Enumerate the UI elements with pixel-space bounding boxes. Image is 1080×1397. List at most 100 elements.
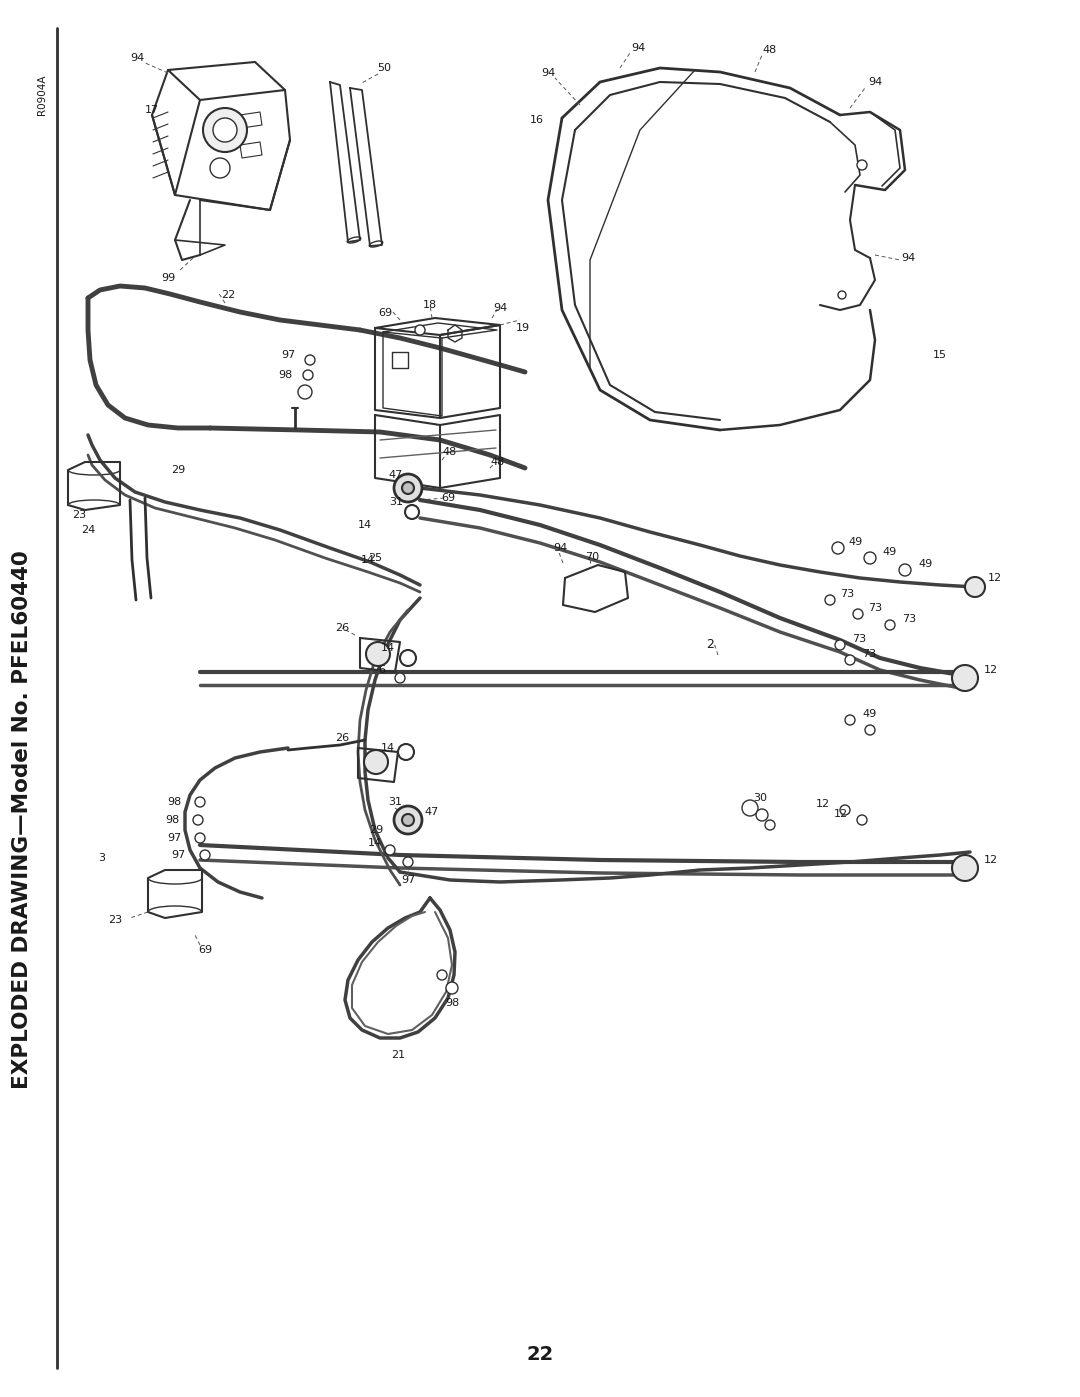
Text: 23: 23 — [72, 510, 86, 520]
Text: 47: 47 — [389, 469, 403, 481]
Text: 73: 73 — [840, 590, 854, 599]
Circle shape — [765, 820, 775, 830]
Text: 94: 94 — [631, 43, 645, 53]
Text: 14: 14 — [368, 838, 382, 848]
Circle shape — [405, 504, 419, 520]
Text: R0904A: R0904A — [37, 75, 48, 115]
Circle shape — [951, 665, 978, 692]
Text: 94: 94 — [901, 253, 915, 263]
Text: 98: 98 — [445, 997, 459, 1009]
Circle shape — [400, 650, 416, 666]
Text: 31: 31 — [388, 798, 402, 807]
Circle shape — [838, 291, 846, 299]
Text: 69: 69 — [441, 493, 455, 503]
Circle shape — [858, 814, 867, 826]
Circle shape — [303, 370, 313, 380]
Text: 22: 22 — [221, 291, 235, 300]
Text: 49: 49 — [918, 559, 932, 569]
Text: 29: 29 — [171, 465, 185, 475]
Circle shape — [951, 855, 978, 882]
Circle shape — [858, 161, 867, 170]
Circle shape — [832, 542, 843, 555]
Text: 97: 97 — [281, 351, 295, 360]
Text: 98: 98 — [167, 798, 183, 807]
Text: 18: 18 — [423, 300, 437, 310]
Circle shape — [195, 833, 205, 842]
Text: 73: 73 — [902, 615, 916, 624]
Text: 14: 14 — [357, 520, 373, 529]
Circle shape — [384, 845, 395, 855]
Text: 99: 99 — [161, 272, 175, 284]
Circle shape — [845, 655, 855, 665]
Text: 48: 48 — [491, 457, 505, 467]
Circle shape — [899, 564, 912, 576]
Text: 25: 25 — [368, 553, 382, 563]
Text: 47: 47 — [424, 807, 440, 817]
Text: 49: 49 — [882, 548, 896, 557]
Text: 73: 73 — [862, 650, 876, 659]
Text: 14: 14 — [381, 643, 395, 652]
Text: 2: 2 — [706, 638, 714, 651]
Text: 49: 49 — [862, 710, 876, 719]
Text: 12: 12 — [988, 573, 1002, 583]
Text: 26: 26 — [335, 623, 349, 633]
Circle shape — [415, 326, 426, 335]
Circle shape — [394, 806, 422, 834]
Circle shape — [865, 725, 875, 735]
Text: 23: 23 — [108, 915, 122, 925]
Circle shape — [966, 577, 985, 597]
Circle shape — [394, 474, 422, 502]
Text: 21: 21 — [391, 1051, 405, 1060]
Text: 94: 94 — [553, 543, 567, 553]
Text: 29: 29 — [369, 826, 383, 835]
Circle shape — [853, 609, 863, 619]
Text: 12: 12 — [815, 799, 831, 809]
Text: 24: 24 — [81, 525, 95, 535]
Circle shape — [402, 814, 414, 826]
Text: 50: 50 — [377, 63, 391, 73]
Circle shape — [756, 809, 768, 821]
Text: 98: 98 — [278, 370, 292, 380]
Text: 73: 73 — [868, 604, 882, 613]
Text: 19: 19 — [516, 323, 530, 332]
Circle shape — [298, 386, 312, 400]
Text: 94: 94 — [130, 53, 144, 63]
Text: 31: 31 — [389, 497, 403, 507]
Text: 30: 30 — [753, 793, 767, 803]
Text: 97: 97 — [401, 875, 415, 886]
Text: 14: 14 — [381, 743, 395, 753]
Circle shape — [403, 856, 413, 868]
Text: 73: 73 — [852, 634, 866, 644]
Circle shape — [366, 643, 390, 666]
Circle shape — [885, 620, 895, 630]
Circle shape — [864, 552, 876, 564]
Circle shape — [193, 814, 203, 826]
Text: 12: 12 — [834, 809, 848, 819]
Circle shape — [200, 849, 210, 861]
Circle shape — [203, 108, 247, 152]
Text: 6: 6 — [378, 665, 386, 675]
Circle shape — [446, 982, 458, 995]
Circle shape — [845, 715, 855, 725]
Circle shape — [305, 355, 315, 365]
Circle shape — [840, 805, 850, 814]
Text: 12: 12 — [984, 855, 998, 865]
Circle shape — [195, 798, 205, 807]
Text: 16: 16 — [530, 115, 544, 124]
Text: 69: 69 — [378, 307, 392, 319]
Circle shape — [742, 800, 758, 816]
Text: 15: 15 — [933, 351, 947, 360]
Text: 17: 17 — [145, 105, 159, 115]
Text: 48: 48 — [762, 45, 778, 54]
Text: 97: 97 — [167, 833, 183, 842]
Circle shape — [210, 158, 230, 177]
Circle shape — [395, 673, 405, 683]
Circle shape — [364, 750, 388, 774]
Text: 94: 94 — [492, 303, 508, 313]
Text: 22: 22 — [526, 1345, 554, 1365]
Text: 48: 48 — [443, 447, 457, 457]
Text: EXPLODED DRAWING—Model No. PFEL60440: EXPLODED DRAWING—Model No. PFEL60440 — [12, 550, 32, 1090]
Circle shape — [402, 482, 414, 495]
Circle shape — [825, 595, 835, 605]
Text: 94: 94 — [868, 77, 882, 87]
